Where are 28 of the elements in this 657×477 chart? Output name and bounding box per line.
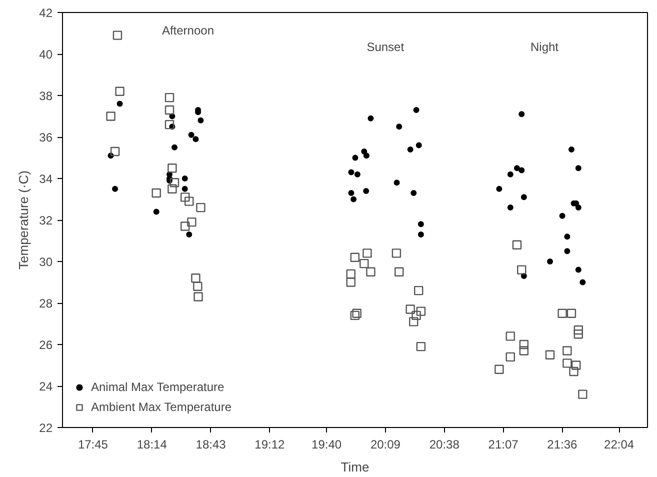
x-tick-label: 21:07 <box>488 438 519 452</box>
x-tick-label: 18:43 <box>196 438 226 452</box>
x-tick-label: 20:38 <box>429 438 460 452</box>
y-axis-title: Temperature (·C) <box>16 170 32 270</box>
y-tick-label: 42 <box>39 6 53 20</box>
legend-label: Ambient Max Temperature <box>91 400 232 414</box>
y-tick-label: 38 <box>39 89 53 103</box>
x-tick-label: 22:04 <box>604 438 634 452</box>
x-tick-label: 19:12 <box>254 438 286 452</box>
y-tick-label: 32 <box>39 214 53 228</box>
x-tick-label: 20:09 <box>370 438 401 452</box>
y-tick-label: 28 <box>39 296 53 310</box>
y-tick-label: 36 <box>39 130 53 144</box>
y-tick-label: 40 <box>39 48 53 62</box>
legend-label: Animal Max Temperature <box>91 380 224 394</box>
annotation: Night <box>530 40 560 54</box>
y-tick-label: 34 <box>39 172 53 186</box>
x-tick-label: 17:45 <box>78 438 108 452</box>
y-tick-label: 24 <box>39 380 53 394</box>
x-tick-label: 18:14 <box>136 438 168 452</box>
x-axis-title: Time <box>340 460 370 474</box>
y-tick-label: 30 <box>39 255 53 269</box>
x-tick-label: 19:40 <box>312 438 342 452</box>
y-tick-label: 26 <box>39 338 53 352</box>
annotation: Sunset <box>366 40 405 54</box>
annotation: Afternoon <box>162 23 214 38</box>
y-tick-label: 22 <box>39 421 53 435</box>
x-tick-label: 21:36 <box>547 438 578 452</box>
